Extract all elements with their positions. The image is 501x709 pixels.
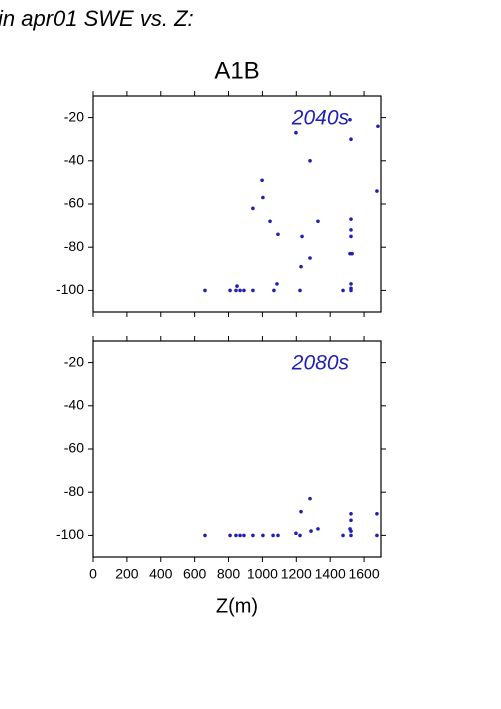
x-axis-label: Z(m)	[216, 595, 258, 617]
x-tick-label: 600	[183, 566, 207, 582]
y-tick-label: -100	[56, 526, 84, 542]
y-tick-label: -100	[56, 281, 84, 297]
point	[316, 219, 320, 224]
point	[349, 282, 353, 286]
x-tick-label: 1000	[247, 566, 278, 582]
point	[308, 496, 312, 501]
y-tick-label: -40	[64, 152, 84, 168]
point	[300, 234, 304, 239]
y-tick-label: -20	[64, 353, 84, 369]
point	[242, 288, 246, 293]
point	[309, 529, 313, 533]
point	[235, 284, 239, 288]
point	[349, 512, 353, 516]
point	[294, 130, 298, 135]
point	[238, 533, 242, 538]
x-tick-label: 200	[115, 566, 139, 582]
chart-title: A1B	[214, 57, 259, 84]
point	[261, 195, 265, 200]
point	[376, 124, 380, 129]
point	[375, 533, 379, 538]
x-tick-label: 1200	[281, 566, 312, 582]
point	[298, 533, 302, 538]
y-tick-label: -40	[64, 397, 84, 413]
point	[299, 264, 303, 269]
panel-annotation: 2080s	[291, 352, 350, 375]
point	[375, 512, 379, 516]
y-tick-label: -60	[64, 195, 84, 211]
x-tick-label: 400	[149, 566, 173, 582]
y-tick-label: -20	[64, 108, 84, 124]
point	[349, 529, 353, 533]
point	[341, 288, 345, 293]
point	[251, 206, 255, 211]
point	[341, 533, 345, 538]
point	[260, 178, 264, 183]
point	[276, 533, 280, 538]
point	[238, 288, 242, 293]
point	[251, 288, 255, 293]
page-title: in apr01 SWE vs. Z:	[0, 6, 194, 31]
point	[294, 531, 298, 536]
point	[308, 159, 312, 163]
point	[375, 189, 379, 193]
point	[228, 288, 232, 293]
point	[349, 228, 353, 232]
point	[349, 288, 353, 293]
point	[350, 251, 354, 256]
point	[271, 533, 275, 538]
x-tick-label: 1400	[315, 566, 346, 582]
point	[349, 217, 353, 221]
point	[349, 137, 353, 141]
point	[203, 533, 207, 538]
point	[275, 282, 279, 286]
point	[251, 533, 255, 538]
point	[268, 219, 272, 224]
x-tick-label: 0	[89, 566, 97, 582]
point	[261, 533, 265, 538]
point	[349, 518, 353, 523]
point	[349, 533, 353, 538]
point	[276, 232, 280, 237]
y-tick-label: -80	[64, 483, 84, 499]
point	[234, 533, 238, 538]
point	[299, 509, 303, 514]
y-tick-label: -80	[64, 238, 84, 254]
point	[348, 117, 352, 122]
panel-annotation: 2040s	[291, 107, 350, 130]
x-tick-label: 1600	[348, 566, 379, 582]
point	[316, 527, 320, 531]
point	[349, 234, 353, 239]
point	[228, 533, 232, 538]
x-tick-label: 800	[217, 566, 241, 582]
y-tick-label: -60	[64, 440, 84, 456]
point	[203, 288, 207, 293]
point	[272, 288, 276, 293]
point	[234, 288, 238, 293]
point	[298, 288, 302, 293]
point	[308, 256, 312, 260]
point	[242, 533, 246, 538]
